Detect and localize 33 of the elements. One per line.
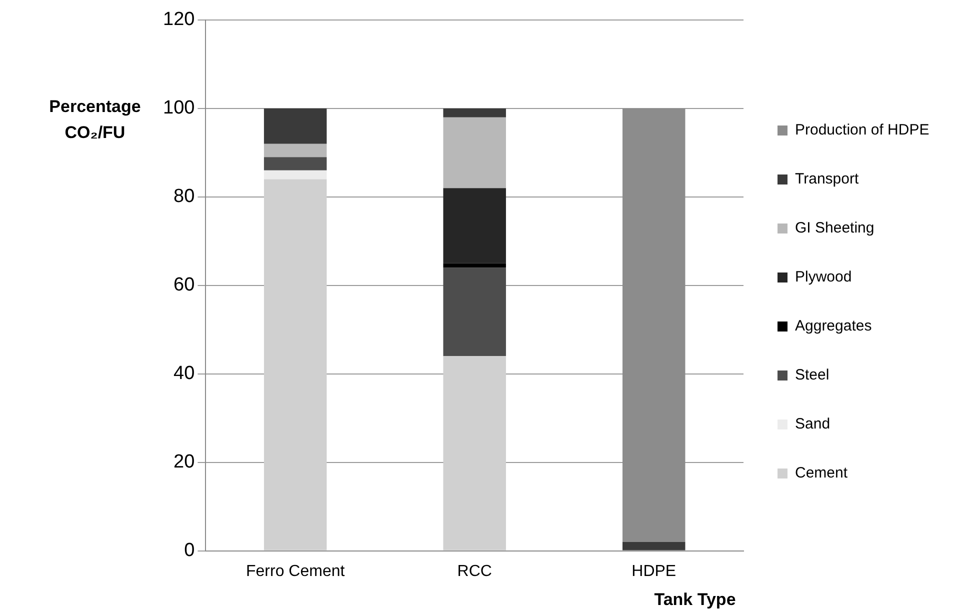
bar (264, 179, 327, 550)
legend-label: Aggregates (795, 318, 872, 335)
legend-label: Plywood (795, 268, 852, 286)
bar (264, 108, 327, 144)
x-axis-title: Tank Type (653, 590, 737, 610)
y-tick-label: 60 (174, 274, 195, 296)
bar (264, 170, 327, 180)
y-tick-label: 120 (163, 9, 195, 30)
bar (622, 108, 686, 542)
legend-label: Production of HDPE (795, 122, 930, 139)
y-tick-label: 0 (184, 540, 195, 562)
legend-label: GI Sheeting (795, 220, 874, 237)
y-axis-title: Percentage CO₂/FU (49, 97, 141, 142)
legend-label: Cement (795, 464, 848, 482)
legend-label: Transport (795, 170, 860, 188)
bar (443, 108, 506, 118)
legend-label: Steel (795, 366, 830, 384)
x-tick-label: Ferro Cement (246, 562, 346, 580)
x-tick-label: RCC (457, 562, 492, 580)
bar (622, 542, 686, 550)
bar (264, 144, 327, 158)
legend-label: Sand (795, 416, 830, 433)
bar (443, 268, 506, 356)
y-tick-label: 40 (174, 363, 195, 384)
bar (443, 188, 506, 264)
bar (443, 356, 506, 550)
bar (443, 263, 506, 268)
y-tick-label: 20 (174, 452, 195, 473)
x-tick-label: HDPE (632, 562, 676, 580)
y-tick-label: 80 (174, 186, 195, 208)
y-tick-label: 100 (163, 98, 195, 119)
bar (443, 117, 506, 188)
bar (264, 157, 327, 170)
